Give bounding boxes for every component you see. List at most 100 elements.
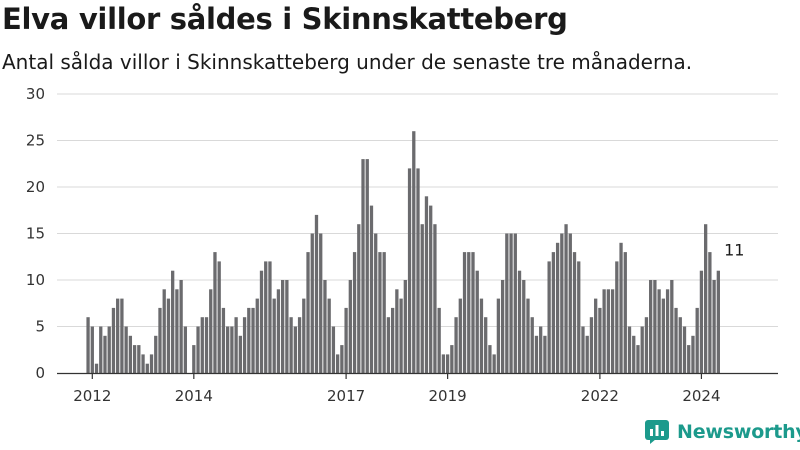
bar: [674, 307, 678, 373]
y-tick-label: 5: [35, 318, 45, 336]
newsworthy-brand: Newsworthy: [645, 420, 800, 444]
bar: [209, 289, 213, 373]
bar: [200, 317, 204, 373]
bar: [386, 317, 391, 373]
bar: [374, 233, 378, 373]
bar: [471, 252, 475, 373]
bar: [166, 298, 171, 373]
bar: [462, 252, 467, 373]
bar: [149, 354, 154, 373]
bar: [90, 326, 94, 373]
bar: [365, 159, 369, 373]
bar: [484, 317, 488, 373]
bar: [272, 298, 276, 373]
bar: [390, 307, 395, 373]
bar: [670, 280, 674, 373]
bar: [162, 289, 166, 373]
bar: [407, 168, 412, 373]
bar: [251, 307, 255, 373]
bar: [513, 233, 517, 373]
bar: [437, 307, 441, 373]
y-tick-label: 20: [26, 178, 45, 196]
bar: [564, 224, 568, 373]
bar: [259, 270, 264, 373]
bar: [687, 345, 691, 373]
bar: [653, 280, 657, 373]
bar: [141, 354, 145, 373]
bar: [293, 326, 297, 373]
bar: [606, 289, 611, 373]
bar: [352, 252, 357, 373]
bar: [116, 298, 120, 373]
bar: [145, 363, 149, 373]
bar: [285, 280, 289, 373]
bar: [412, 131, 416, 373]
bar: [547, 261, 551, 373]
bar: [632, 335, 636, 373]
bar: [399, 298, 403, 373]
bar: [107, 326, 111, 373]
bar: [348, 280, 352, 373]
bar: [158, 307, 162, 373]
bar: [335, 354, 340, 373]
bar: [128, 335, 133, 373]
bar: [610, 289, 615, 373]
bar: [111, 307, 116, 373]
bar: [154, 335, 158, 373]
bar: [323, 280, 327, 373]
bar: [289, 317, 293, 373]
bar: [395, 289, 399, 373]
bar: [441, 354, 446, 373]
bar: [247, 307, 251, 373]
data-label: 11: [724, 241, 744, 260]
bar: [589, 317, 594, 373]
bar: [522, 280, 526, 373]
bar: [691, 335, 695, 373]
bar: [505, 233, 509, 373]
bar: [230, 326, 234, 373]
bar: [560, 233, 564, 373]
bar: [615, 261, 619, 373]
bar: [568, 233, 572, 373]
bar: [221, 307, 226, 373]
bar: [526, 298, 530, 373]
bar: [297, 317, 302, 373]
bar: [314, 214, 319, 373]
bar: [450, 345, 454, 373]
bar: [217, 261, 221, 373]
bar: [594, 298, 598, 373]
bar: [534, 335, 539, 373]
bar: [416, 168, 420, 373]
bar: [479, 298, 484, 373]
bar: [196, 326, 200, 373]
bar: [306, 252, 310, 373]
bar: [492, 354, 496, 373]
bar: [310, 233, 314, 373]
bar: [340, 345, 344, 373]
bar: [708, 252, 712, 373]
bar: [543, 335, 547, 373]
bar: [577, 261, 581, 373]
bar: [517, 270, 522, 373]
bar: [488, 345, 492, 373]
bar: [585, 335, 589, 373]
bar: [699, 270, 704, 373]
bar: [598, 307, 602, 373]
bar: [99, 326, 103, 373]
bar: [500, 280, 505, 373]
bar: [94, 363, 99, 373]
bar: [636, 345, 640, 373]
bar: [331, 326, 336, 373]
bar: [496, 298, 501, 373]
chart-title: Elva villor såldes i Skinnskatteberg: [2, 2, 568, 36]
bar: [581, 326, 585, 373]
bar: [403, 280, 407, 373]
bar: [281, 280, 285, 373]
bar: [657, 289, 661, 373]
bar: [382, 252, 386, 373]
bar: [712, 280, 716, 373]
bar: [445, 354, 450, 373]
bar: [276, 289, 281, 373]
bar: [627, 326, 632, 373]
bar: [226, 326, 230, 373]
